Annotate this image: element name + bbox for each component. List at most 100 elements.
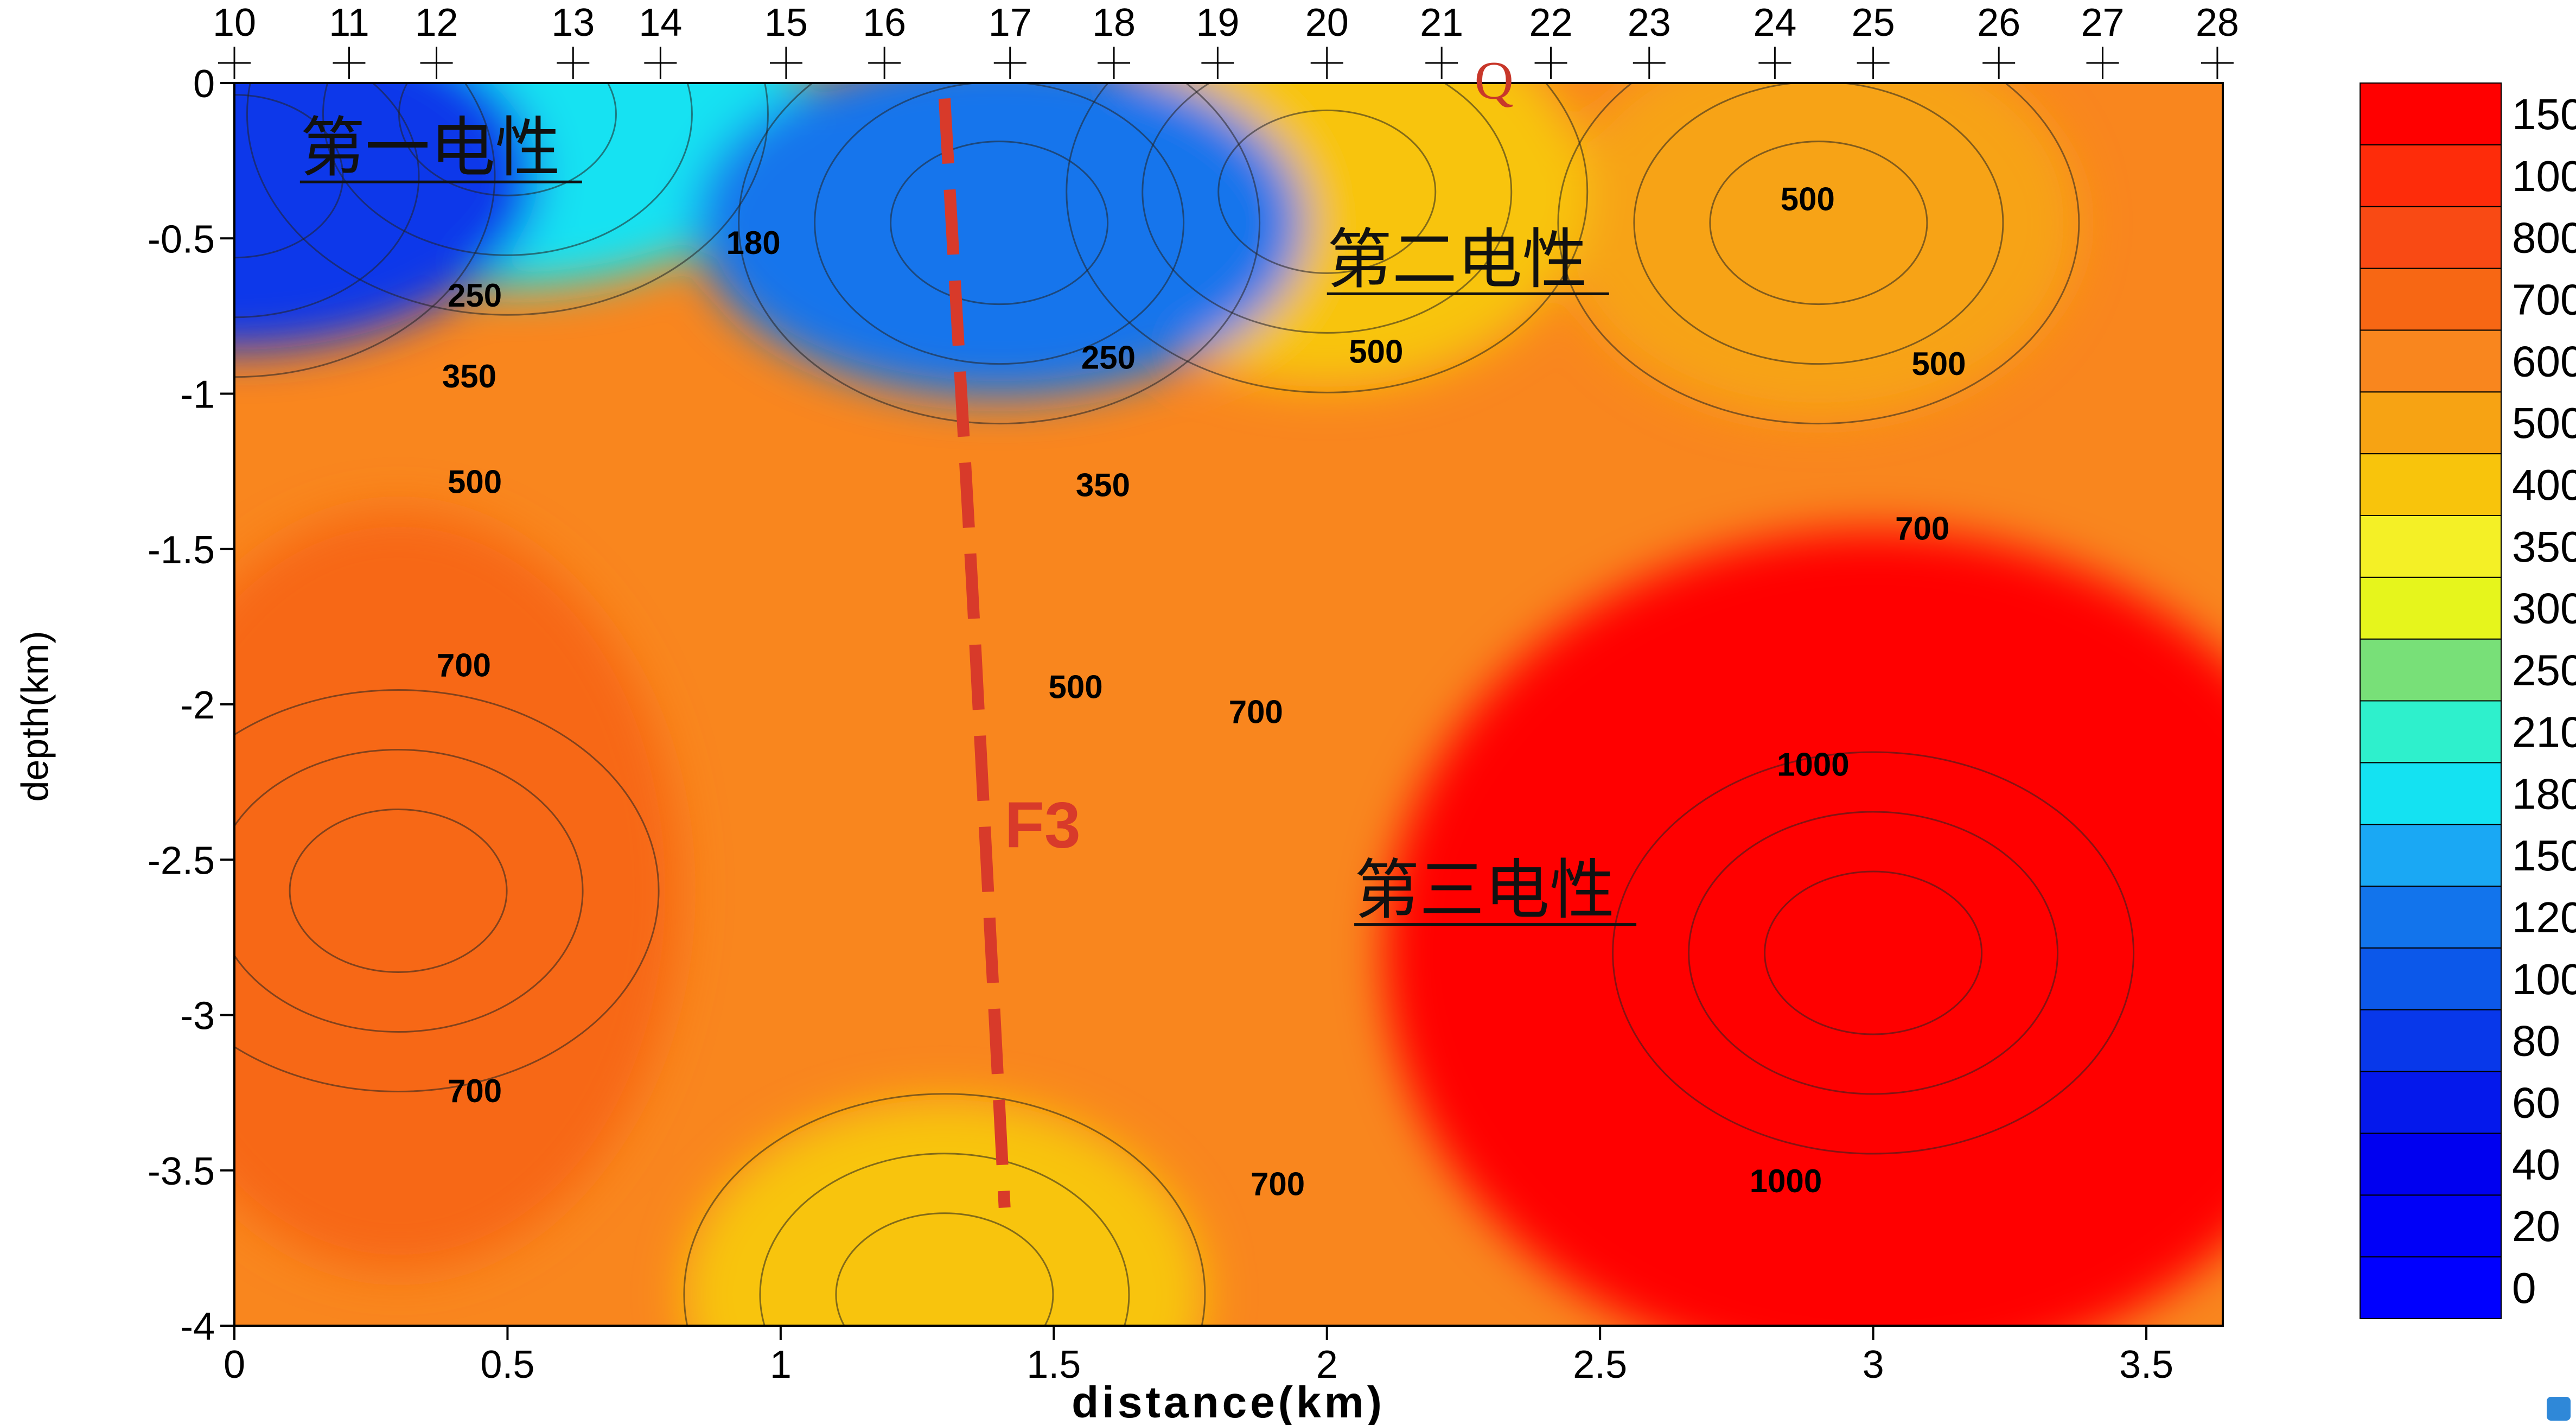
contour-label: 700 [437,647,491,683]
field-blob-5 [695,83,1303,397]
colorbar-swatch [2360,144,2502,207]
contour-label: 1000 [1777,747,1849,783]
x-axis-title: distance(km) [1072,1378,1385,1425]
field-blob-2 [234,511,680,1271]
contour-label: 500 [1911,346,1966,382]
colorbar-label: 700 [2512,275,2576,323]
y-tick-label: -0.5 [148,218,215,261]
station-label: 24 [1753,1,1796,44]
contour-line-0-2 [234,83,420,319]
station-label: 12 [415,1,458,44]
colorbar-swatch [2360,762,2502,825]
colorbar-label: 1000 [2512,152,2576,200]
colorbar-label: 500 [2512,399,2576,447]
contour-line-4-2 [1633,83,2004,365]
contour-line-5-3 [234,689,660,1092]
station-label: 10 [213,1,256,44]
field-blob-7 [1385,530,2223,1326]
colorbar-swatch [2360,1071,2502,1134]
contour-line-3-1 [1217,109,1437,274]
colorbar-swatch [2360,638,2502,702]
colorbar-label: 0 [2512,1264,2536,1312]
y-tick-label: -2 [180,684,215,727]
contour-label: 250 [448,277,502,314]
colorbar-swatch [2360,391,2502,455]
contour-line-3-2 [1142,83,1513,334]
x-axis: 0 0.5 1 1.5 2 2.5 3 3.5 [224,1326,2173,1386]
contour-line-2-1 [890,141,1109,306]
contour-line-0-1 [234,94,344,259]
contour-label: 250 [1081,340,1136,376]
y-tick-label: -4 [180,1305,215,1348]
colorbar-label: 300 [2512,584,2576,633]
colorbar-swatch [2360,1133,2502,1196]
contour-label: 1000 [1750,1163,1822,1199]
station-label: 16 [863,1,906,44]
x-tick-label: 2.5 [1573,1343,1627,1386]
contour-line-4-3 [1557,83,2080,425]
colorbar-swatch [2360,329,2502,393]
station-label: 20 [1305,1,1349,44]
station-label: 19 [1196,1,1239,44]
colorbar-label: 150 [2512,831,2576,880]
station-label: 14 [639,1,682,44]
colorbar-swatch [2360,1194,2502,1258]
station-label: 28 [2196,1,2239,44]
colorbar-swatch [2360,824,2502,887]
colorbar-swatch [2360,1009,2502,1072]
field-blobs [234,83,2223,1326]
x-tick-label: 3.5 [2119,1343,2173,1386]
station-label: 27 [2081,1,2124,44]
colorbar-swatch [2360,82,2502,145]
contour-label: 500 [1349,333,1403,370]
contour-line-6-1 [1764,870,1983,1035]
field-blob-0 [1558,83,2079,418]
station-label: 26 [1977,1,2020,44]
contour-line-5-2 [234,749,584,1033]
contour-line-0-3 [234,83,496,378]
contour-label: 500 [1049,669,1103,705]
x-tick-label: 1 [770,1343,792,1386]
contour-line-4-1 [1709,141,1928,306]
contour-lines [234,83,2135,1326]
contour-line-5-1 [289,809,508,973]
station-axis: 10 11 12 13 14 15 16 17 18 19 20 21 22 23 24 25 26 27 28 [213,1,2239,79]
contour-line-1-3 [246,83,769,316]
x-tick-label: 3 [1863,1343,1884,1386]
field-blob-6 [234,83,538,350]
station-label: 15 [764,1,808,44]
contour-field [234,83,2223,1326]
colorbar-label: 350 [2512,523,2576,571]
x-tick-label: 0 [224,1343,245,1386]
region-label: 第二电性 [1327,222,1587,297]
colorbar-swatch [2360,576,2502,640]
colorbar-label: 180 [2512,769,2576,818]
colorbar-swatch [2360,700,2502,764]
colorbar-label: 80 [2512,1017,2560,1065]
contour-label: 180 [726,225,780,261]
colorbar-swatch [2360,1256,2502,1319]
contour-label: 700 [1251,1166,1305,1203]
colorbar-swatch [2360,514,2502,578]
contour-label: 700 [1895,511,1949,547]
contour-label: 350 [442,358,496,395]
x-tick-label: 0.5 [480,1343,534,1386]
contour-line-6-3 [1612,751,2135,1155]
contour-label: 700 [1229,694,1283,730]
y-tick-label: -1.5 [148,529,215,572]
contour-line-7-1 [835,1212,1054,1326]
colorbar-swatch [2360,886,2502,949]
colorbar-label: 250 [2512,646,2576,695]
colorbar-swatch [2360,453,2502,516]
colorbar-label: 600 [2512,337,2576,385]
station-label: 25 [1852,1,1895,44]
colorbar: 0 20 40 60 80 100 120 150 180 210 250 300 350 400 500 6… [2360,82,2576,1319]
contour-line-6-2 [1688,811,2059,1095]
colorbar-label: 1500 [2512,90,2576,138]
station-label: 17 [989,1,1032,44]
fault-line-f3 [938,98,1011,1208]
station-label: 21 [1420,1,1463,44]
colorbar-label: 400 [2512,461,2576,509]
q-marker: Q [1475,50,1514,111]
